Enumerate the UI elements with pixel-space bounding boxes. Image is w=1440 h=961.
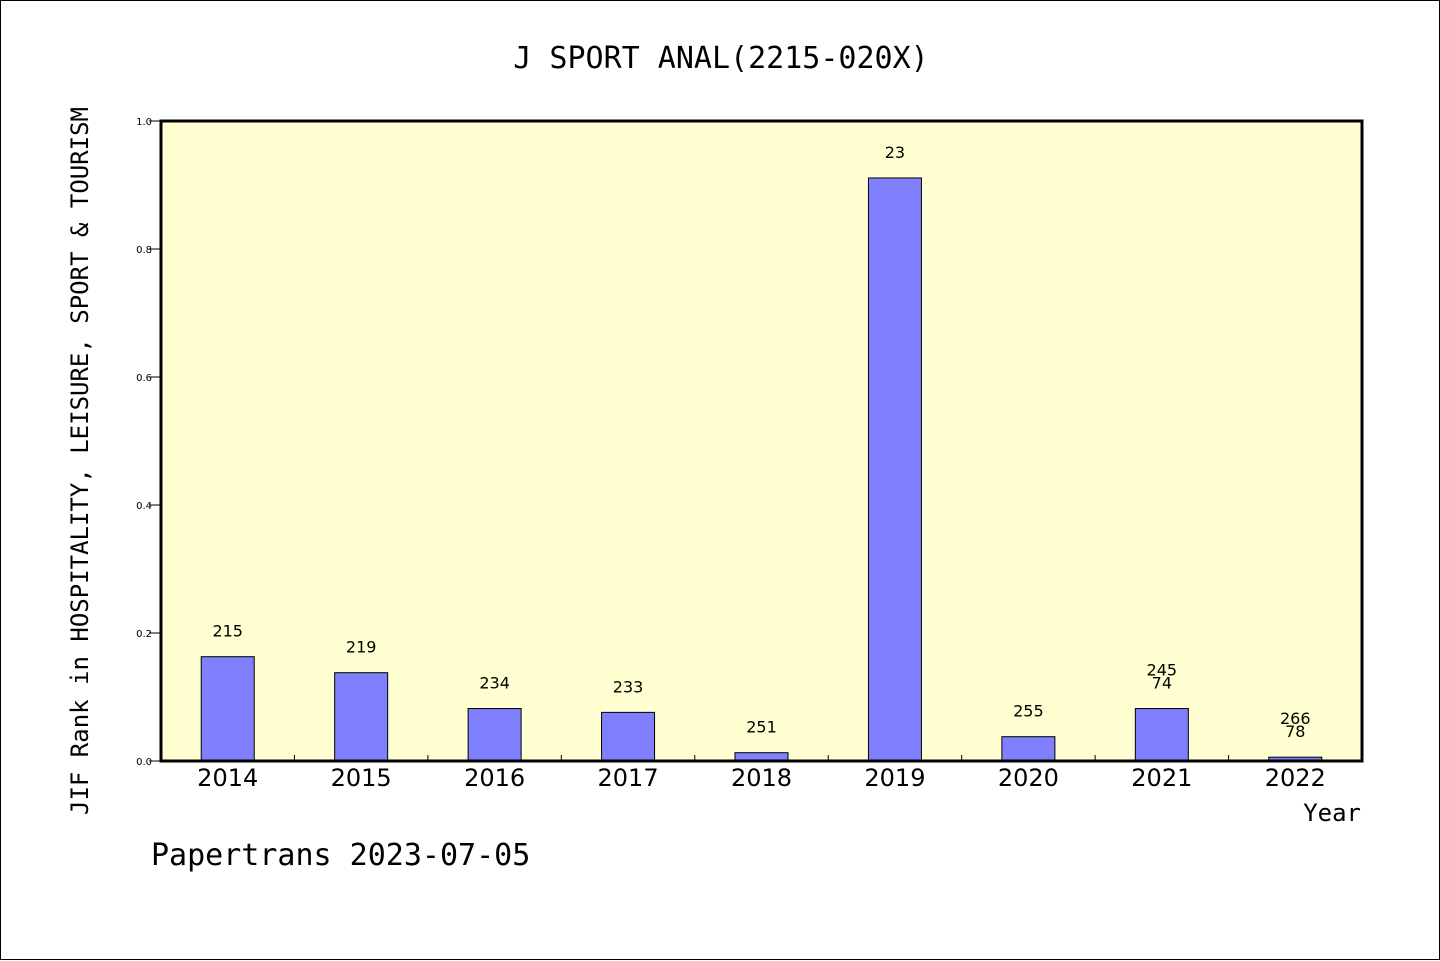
x-axis-label: Year	[1303, 799, 1361, 827]
data-label-2021-2: 74	[1152, 674, 1172, 693]
x-tick-label-2019: 2019	[864, 764, 925, 792]
x-tick-label-2016: 2016	[464, 764, 525, 792]
chart-title: J SPORT ANAL(2215-020X)	[513, 41, 928, 76]
bar-2020	[1001, 736, 1056, 762]
y-axis: 0.0 0.2 0.4 0.6 0.8 1.0	[136, 117, 161, 768]
data-label-2022-1: 266	[1280, 709, 1311, 728]
footer-date-stamp: Papertrans 2023-07-05	[151, 838, 530, 873]
bars-layer	[200, 177, 1323, 762]
data-label-2019: 23	[885, 143, 905, 162]
x-axis: 2014 2015 2016 2017 2018 2019 2020 2021 2022	[197, 755, 1326, 792]
bar-2017	[601, 711, 656, 762]
data-label-2016: 234	[479, 674, 510, 693]
x-tick-label-2021: 2021	[1131, 764, 1192, 792]
bar-2021	[1134, 708, 1189, 762]
data-label-2018: 251	[746, 718, 777, 737]
plot-border	[159, 119, 1364, 763]
x-tick-label-2020: 2020	[998, 764, 1059, 792]
x-tick-label-2022: 2022	[1265, 764, 1326, 792]
y-tick-label-0.2: 0.2	[136, 629, 152, 640]
bar-2014	[200, 656, 255, 762]
data-label-2014: 215	[212, 622, 243, 641]
data-label-2015: 219	[346, 638, 377, 657]
y-tick-label-0.4: 0.4	[136, 501, 152, 512]
bar-2015	[334, 672, 389, 762]
data-label-2021-1: 245	[1147, 661, 1178, 680]
y-tick-label-0.0: 0.0	[136, 757, 152, 768]
y-tick-label-0.6: 0.6	[136, 373, 152, 384]
y-tick-label-1.0: 1.0	[136, 117, 152, 128]
y-axis-label: JIF Rank in HOSPITALITY, LEISURE, SPORT …	[66, 107, 94, 815]
y-tick-label-0.8: 0.8	[136, 245, 152, 256]
x-tick-label-2017: 2017	[598, 764, 659, 792]
x-tick-label-2018: 2018	[731, 764, 792, 792]
bar-2019	[867, 177, 922, 762]
x-tick-label-2015: 2015	[331, 764, 392, 792]
data-label-2022-2: 78	[1285, 722, 1305, 741]
x-tick-label-2014: 2014	[197, 764, 258, 792]
data-label-2020: 255	[1013, 702, 1044, 721]
plot-area	[161, 121, 1362, 761]
bar-2016	[467, 708, 522, 762]
data-label-2017: 233	[613, 677, 644, 696]
